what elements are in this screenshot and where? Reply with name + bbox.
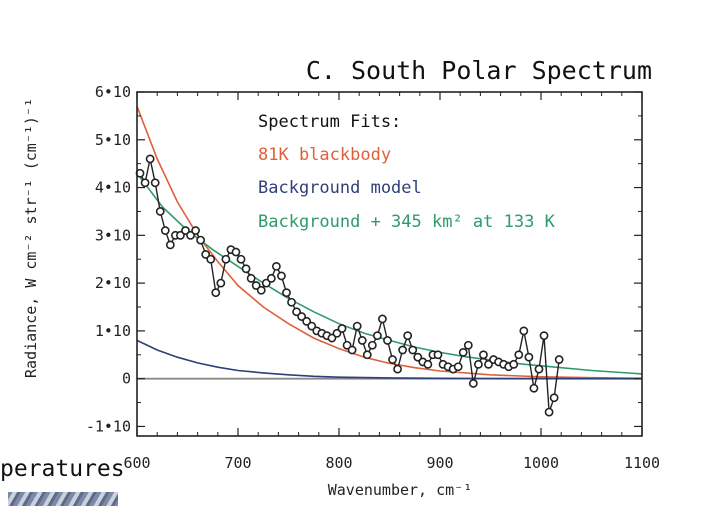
data-point bbox=[155, 207, 165, 216]
data-point bbox=[484, 359, 493, 369]
data-point bbox=[292, 307, 301, 317]
data-point bbox=[211, 288, 221, 298]
data-point bbox=[519, 326, 529, 336]
x-tick-label: 600 bbox=[123, 454, 150, 472]
data-point bbox=[398, 345, 408, 355]
data-point bbox=[297, 312, 307, 321]
data-point bbox=[201, 250, 211, 259]
data-point bbox=[453, 362, 463, 372]
data-point bbox=[393, 364, 402, 374]
data-point bbox=[479, 350, 488, 360]
y-tick-label: 4•10 bbox=[95, 179, 131, 197]
y-tick-label: 3•10 bbox=[95, 226, 131, 244]
chart-title: C. South Polar Spectrum bbox=[306, 56, 652, 85]
y-tick-label: 6•10 bbox=[95, 83, 131, 101]
data-point bbox=[403, 331, 413, 341]
data-point bbox=[468, 379, 478, 388]
data-point bbox=[509, 359, 519, 369]
y-tick-label: 2•10 bbox=[95, 274, 131, 292]
data-point bbox=[383, 336, 392, 345]
data-point bbox=[337, 324, 347, 333]
data-point bbox=[408, 345, 418, 355]
cropped-caption-fragment: peratures bbox=[0, 456, 125, 482]
x-axis-label: Wavenumber, cm⁻¹ bbox=[328, 481, 473, 499]
data-point bbox=[307, 321, 317, 331]
data-point bbox=[347, 345, 357, 355]
legend-item-combined-fit: Background + 345 km² at 133 K bbox=[258, 212, 556, 232]
data-point bbox=[332, 328, 342, 338]
data-point bbox=[342, 340, 352, 350]
data-point bbox=[196, 235, 206, 245]
y-tick-label: 1•10 bbox=[95, 322, 131, 340]
data-point bbox=[160, 226, 170, 235]
data-point bbox=[176, 230, 185, 240]
data-point bbox=[423, 359, 433, 369]
data-point bbox=[145, 154, 155, 164]
data-point bbox=[473, 359, 483, 369]
x-tick-label: 700 bbox=[224, 454, 251, 472]
legend-item-background-model: Background model bbox=[258, 178, 422, 198]
data-point bbox=[287, 297, 296, 307]
data-point bbox=[246, 273, 256, 283]
data-point bbox=[327, 333, 337, 343]
data-point bbox=[529, 383, 539, 393]
data-point bbox=[256, 285, 266, 295]
data-point bbox=[463, 340, 473, 350]
data-point bbox=[413, 352, 423, 362]
data-point bbox=[554, 355, 564, 364]
data-point bbox=[433, 350, 443, 360]
data-point bbox=[221, 254, 231, 264]
data-point bbox=[362, 350, 372, 360]
data-point bbox=[261, 278, 271, 288]
data-point bbox=[367, 340, 377, 350]
data-point bbox=[236, 254, 246, 264]
cropped-image-strip bbox=[8, 492, 118, 506]
data-point bbox=[165, 240, 175, 250]
data-point bbox=[271, 261, 281, 271]
data-point bbox=[524, 352, 534, 362]
data-point bbox=[302, 316, 312, 326]
data-point bbox=[388, 355, 397, 364]
y-tick-label: 0 bbox=[122, 370, 131, 388]
data-point bbox=[251, 281, 261, 290]
data-point bbox=[206, 254, 216, 264]
data-point bbox=[150, 178, 160, 188]
data-point bbox=[282, 288, 291, 298]
y-tick-label: 5•10 bbox=[95, 131, 131, 149]
legend-item-blackbody: 81K blackbody bbox=[258, 145, 391, 165]
y-tick-label: -1•10 bbox=[86, 417, 131, 435]
data-point bbox=[539, 331, 549, 341]
data-point bbox=[241, 264, 251, 274]
x-tick-label: 1000 bbox=[523, 454, 559, 472]
data-point bbox=[277, 271, 286, 281]
background-series-line bbox=[136, 339, 643, 380]
data-point bbox=[140, 178, 150, 188]
data-point bbox=[191, 226, 200, 235]
data-point bbox=[266, 273, 276, 283]
data-point bbox=[378, 314, 387, 324]
data-point bbox=[514, 350, 524, 360]
axis-ticks: 600 700 800 900 1000 1100 6•10 5•10 4•10 3•10 2•10… bbox=[86, 83, 660, 472]
data-point bbox=[534, 364, 544, 374]
data-point bbox=[549, 393, 559, 403]
data-point bbox=[372, 331, 382, 341]
data-point bbox=[216, 278, 226, 288]
data-point bbox=[458, 347, 468, 357]
data-point bbox=[544, 407, 554, 417]
data-point bbox=[357, 336, 367, 345]
plot-area bbox=[135, 106, 643, 417]
data-point bbox=[231, 247, 241, 257]
data-point bbox=[352, 321, 362, 331]
x-tick-label: 1100 bbox=[624, 454, 660, 472]
x-tick-label: 800 bbox=[325, 454, 352, 472]
data-point bbox=[181, 226, 190, 235]
legend-title: Spectrum Fits: bbox=[258, 112, 401, 132]
plot-frame bbox=[136, 91, 643, 437]
x-tick-label: 900 bbox=[426, 454, 453, 472]
y-axis-label: Radiance, W cm⁻² str⁻¹ (cm⁻¹)⁻¹ bbox=[22, 98, 40, 378]
data-point bbox=[186, 230, 195, 240]
legend: Spectrum Fits: 81K blackbody Background … bbox=[258, 112, 556, 232]
